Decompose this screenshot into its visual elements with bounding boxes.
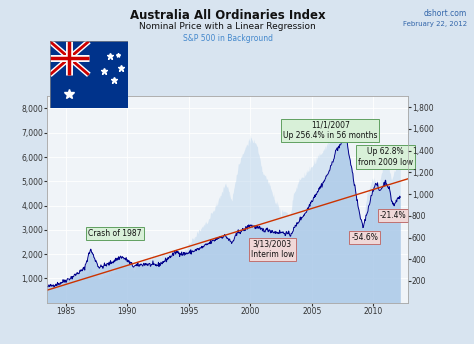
Text: Australia All Ordinaries Index: Australia All Ordinaries Index xyxy=(130,9,325,22)
Text: 11/1/2007
Up 256.4% in 56 months: 11/1/2007 Up 256.4% in 56 months xyxy=(283,121,377,140)
Text: 3/13/2003
Interim low: 3/13/2003 Interim low xyxy=(251,240,294,259)
Text: -21.4%: -21.4% xyxy=(380,211,406,220)
Text: -54.6%: -54.6% xyxy=(351,233,378,241)
Text: dshort.com: dshort.com xyxy=(424,9,467,18)
Text: Nominal Price with a Linear Regression: Nominal Price with a Linear Regression xyxy=(139,22,316,31)
Text: February 22, 2012: February 22, 2012 xyxy=(403,21,467,26)
Polygon shape xyxy=(50,41,128,108)
Text: S&P 500 in Background: S&P 500 in Background xyxy=(182,34,273,43)
Text: Up 62.8%
from 2009 low: Up 62.8% from 2009 low xyxy=(358,147,413,167)
Text: Crash of 1987: Crash of 1987 xyxy=(88,229,142,238)
